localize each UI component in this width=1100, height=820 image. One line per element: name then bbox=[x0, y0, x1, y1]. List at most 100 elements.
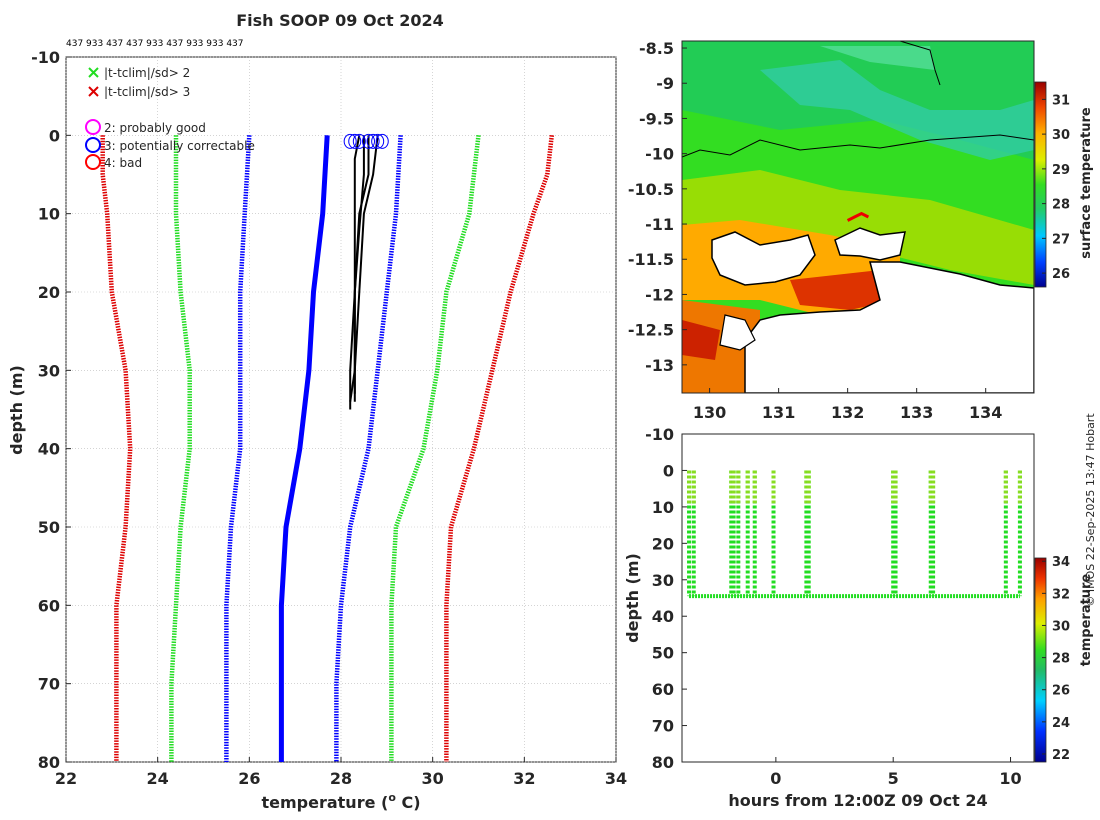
series-line-7 bbox=[349, 135, 361, 410]
legend-quality-4-label: 4: bad bbox=[104, 156, 142, 170]
surface-marker bbox=[343, 133, 357, 149]
temperature-colorbar-tick-label: 22 bbox=[1052, 748, 1070, 763]
map-ytick-label: -10 bbox=[645, 145, 674, 164]
ship-track-line bbox=[846, 211, 870, 222]
profile-xtick-label: 26 bbox=[238, 769, 260, 788]
temperature-colorbar-label: temperature bbox=[1079, 574, 1094, 667]
sst-colorbar-tick-label: 31 bbox=[1052, 93, 1070, 108]
sst-colorbar-tick-label: 26 bbox=[1052, 267, 1070, 282]
sst-colorbar-label: surface temperature bbox=[1079, 107, 1094, 259]
legend: |t-tclim|/sd> 2 |t-tclim|/sd> 3 2: proba… bbox=[85, 66, 255, 170]
map-xtick-label: 134 bbox=[969, 403, 1002, 422]
sea-cool-patch-2 bbox=[820, 46, 935, 70]
time-xlabel: hours from 12:00Z 09 Oct 24 bbox=[728, 791, 987, 810]
magenta-circle-icon bbox=[85, 119, 101, 135]
mainland-coast bbox=[744, 261, 1034, 393]
profile-xtick-label: 32 bbox=[513, 769, 535, 788]
legend-quality-2: 2: probably good bbox=[85, 119, 206, 135]
sst-colorbar-tick-label: 30 bbox=[1052, 128, 1070, 143]
sea-hot-patch bbox=[790, 270, 895, 310]
profile-xtick-label: 24 bbox=[147, 769, 169, 788]
profile-ytick-label: 50 bbox=[38, 518, 60, 537]
legend-flag-2sd: |t-tclim|/sd> 2 bbox=[88, 66, 190, 80]
series-line-6 bbox=[444, 135, 555, 762]
profile-ytick-label: -10 bbox=[31, 48, 60, 67]
platform-ids: 437 933 437 437 933 437 933 933 437 bbox=[66, 39, 244, 49]
profile-ytick-label: 30 bbox=[38, 361, 60, 380]
profile-ytick-label: 80 bbox=[38, 753, 60, 772]
sst-colorbar-ticks: 26 27 28 29 30 31 bbox=[1042, 93, 1070, 282]
chart-title: Fish SOOP 09 Oct 2024 bbox=[236, 11, 444, 30]
map-ytick-label: -12.5 bbox=[628, 321, 674, 340]
green-x-icon bbox=[88, 67, 99, 78]
time-ticks: 0 5 10 -10 0 10 20 30 40 50 60 70 80 bbox=[645, 425, 1022, 788]
island-3 bbox=[719, 314, 756, 351]
sea-cool-patch bbox=[760, 60, 1034, 160]
map-xtick-label: 131 bbox=[762, 403, 795, 422]
red-circle-icon bbox=[85, 154, 101, 170]
time-ytick-label: 60 bbox=[652, 680, 674, 699]
profile-chart: 22 24 26 28 30 32 34 -10 0 10 20 30 40 50 60 70 80 Fish … bbox=[7, 11, 627, 812]
map-ytick-label: -10.5 bbox=[628, 180, 674, 199]
temperature-colorbar-ticks: 22 24 26 28 30 32 34 bbox=[1042, 555, 1070, 763]
degree-o: o bbox=[388, 791, 396, 804]
surface-marker bbox=[366, 133, 380, 149]
time-ylabel: depth (m) bbox=[623, 553, 642, 643]
temperature-colorbar-tick-label: 34 bbox=[1052, 555, 1070, 570]
temperature-colorbar-tick-label: 30 bbox=[1052, 619, 1070, 634]
map-ytick-label: -11.5 bbox=[628, 250, 674, 269]
map-ytick-label: -13 bbox=[645, 356, 674, 375]
series-line-10 bbox=[353, 135, 365, 394]
surface-marker bbox=[352, 133, 366, 149]
profile-xtick-label: 22 bbox=[55, 769, 77, 788]
sst-colorbar-tick-label: 27 bbox=[1052, 232, 1070, 247]
map-ytick-label: -9.5 bbox=[639, 109, 674, 128]
blue-circle-icon bbox=[85, 137, 101, 153]
time-depth-points bbox=[687, 470, 1022, 599]
island-2 bbox=[834, 227, 906, 261]
profile-ytick-label: 10 bbox=[38, 205, 60, 224]
series-line-0 bbox=[100, 135, 133, 762]
profile-ytick-label: 0 bbox=[49, 126, 60, 145]
coastline-north bbox=[899, 41, 941, 86]
sst-colorbar-tick-label: 29 bbox=[1052, 163, 1070, 178]
time-ytick-label: 40 bbox=[652, 607, 674, 626]
time-ytick-label: 30 bbox=[652, 571, 674, 590]
profile-ytick-label: 70 bbox=[38, 675, 60, 694]
map-ytick-label: -12 bbox=[645, 285, 674, 304]
time-xtick-label: 0 bbox=[770, 769, 781, 788]
time-ytick-label: 70 bbox=[652, 717, 674, 736]
profile-xtick-label: 28 bbox=[330, 769, 352, 788]
sea-warm-band bbox=[682, 170, 1034, 285]
time-ytick-label: 0 bbox=[663, 461, 674, 480]
sst-colorbar-tick-label: 28 bbox=[1052, 198, 1070, 213]
map-xtick-label: 130 bbox=[693, 403, 726, 422]
legend-quality-2-label: 2: probably good bbox=[104, 121, 206, 135]
profile-xlabel: temperature (o C) bbox=[261, 791, 420, 812]
temperature-colorbar-tick-label: 32 bbox=[1052, 587, 1070, 602]
surface-marker bbox=[375, 133, 389, 149]
legend-flag-3sd-label: |t-tclim|/sd> 3 bbox=[104, 85, 190, 99]
surface-marker bbox=[348, 133, 362, 149]
temperature-colorbar-tick-label: 24 bbox=[1052, 716, 1070, 731]
map-raster bbox=[682, 41, 1034, 393]
time-depth-chart: 0 5 10 -10 0 10 20 30 40 50 60 70 80 hours from 12:0… bbox=[623, 425, 1094, 810]
series-line-2 bbox=[224, 135, 252, 762]
series-line-4 bbox=[334, 135, 403, 762]
red-x-icon bbox=[88, 86, 99, 97]
profile-xlabel-text: temperature ( bbox=[261, 793, 388, 812]
profile-ticks: 22 24 26 28 30 32 34 -10 0 10 20 30 40 50 60 70 80 bbox=[31, 48, 627, 788]
map-ytick-label: -9 bbox=[656, 74, 674, 93]
depth-contour bbox=[682, 134, 1034, 158]
profile-xtick-label: 34 bbox=[605, 769, 627, 788]
map-ticks: 130 131 132 133 134 -8.5 -9 -9.5 -10 -10.5 -11 -11.… bbox=[628, 39, 1003, 422]
time-ytick-label: -10 bbox=[645, 425, 674, 444]
credit: © IMOS 22-Sep-2025 13:47 Hobart bbox=[1084, 413, 1097, 607]
map-xtick-label: 132 bbox=[831, 403, 864, 422]
legend-flag-3sd: |t-tclim|/sd> 3 bbox=[88, 85, 190, 99]
surface-marker bbox=[362, 133, 375, 149]
legend-quality-3: 3: potentially correctable bbox=[85, 137, 255, 153]
sst-map: 130 131 132 133 134 -8.5 -9 -9.5 -10 -10.5 -11 -11.… bbox=[628, 39, 1094, 422]
map-ytick-label: -8.5 bbox=[639, 39, 674, 58]
